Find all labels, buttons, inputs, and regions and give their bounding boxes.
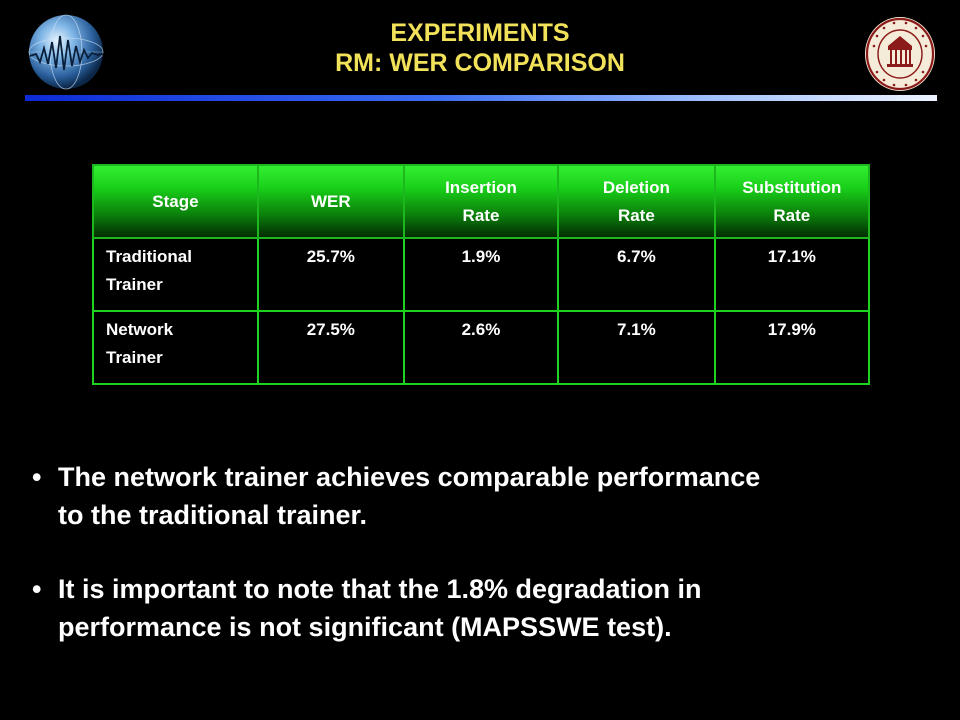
cell-stage: Network Trainer xyxy=(92,310,259,385)
cell-substitution-rate: 17.9% xyxy=(713,310,871,385)
globe-logo-icon xyxy=(28,14,104,90)
header-stage: Stage xyxy=(92,164,259,239)
slide-title: EXPERIMENTS RM: WER COMPARISON xyxy=(0,18,960,78)
bullet-text: to the traditional trainer. xyxy=(58,500,368,530)
table-header-row: Stage WER Insertion Rate Deletion Rate S… xyxy=(92,164,871,239)
header-text: Insertion xyxy=(445,177,517,197)
cell-text: Network xyxy=(106,320,174,339)
cell-text: Trainer xyxy=(106,348,163,367)
header-text: Rate xyxy=(617,205,655,225)
cell-text: Trainer xyxy=(106,275,163,294)
bullet-item: • The network trainer achieves comparabl… xyxy=(32,458,912,534)
header-deletion-rate: Deletion Rate xyxy=(557,164,716,239)
header-insertion-rate: Insertion Rate xyxy=(402,164,560,239)
bullet-text: The network trainer achieves comparable … xyxy=(58,462,761,492)
table-row: Traditional Trainer 25.7% 1.9% 6.7% 17.1… xyxy=(92,237,871,312)
title-line-1: EXPERIMENTS xyxy=(390,19,570,47)
cell-wer: 27.5% xyxy=(256,310,405,385)
header-text: Substitution xyxy=(742,177,842,197)
university-seal-icon xyxy=(865,17,935,91)
cell-substitution-rate: 17.1% xyxy=(713,237,871,312)
wer-comparison-table: Stage WER Insertion Rate Deletion Rate S… xyxy=(92,164,871,385)
header-text: WER xyxy=(310,191,351,211)
title-line-2: RM: WER COMPARISON xyxy=(335,49,625,77)
bullet-dot-icon: • xyxy=(32,574,42,604)
cell-insertion-rate: 2.6% xyxy=(402,310,560,385)
title-divider xyxy=(25,95,937,101)
header-wer: WER xyxy=(256,164,405,239)
header-text: Rate xyxy=(462,205,500,225)
bullet-item: • It is important to note that the 1.8% … xyxy=(32,570,912,646)
table-row: Network Trainer 27.5% 2.6% 7.1% 17.9% xyxy=(92,310,871,385)
bullet-text: It is important to note that the 1.8% de… xyxy=(58,574,702,604)
cell-deletion-rate: 6.7% xyxy=(557,237,716,312)
header-text: Stage xyxy=(152,191,199,211)
cell-wer: 25.7% xyxy=(256,237,405,312)
cell-text: Traditional xyxy=(106,247,192,266)
bullet-dot-icon: • xyxy=(32,462,42,492)
bullet-list: • The network trainer achieves comparabl… xyxy=(32,458,912,682)
header-substitution-rate: Substitution Rate xyxy=(713,164,871,239)
cell-insertion-rate: 1.9% xyxy=(402,237,560,312)
cell-stage: Traditional Trainer xyxy=(92,237,259,312)
header-text: Deletion xyxy=(602,177,670,197)
header-text: Rate xyxy=(773,205,811,225)
cell-deletion-rate: 7.1% xyxy=(557,310,716,385)
bullet-text: performance is not significant (MAPSSWE … xyxy=(58,612,672,642)
